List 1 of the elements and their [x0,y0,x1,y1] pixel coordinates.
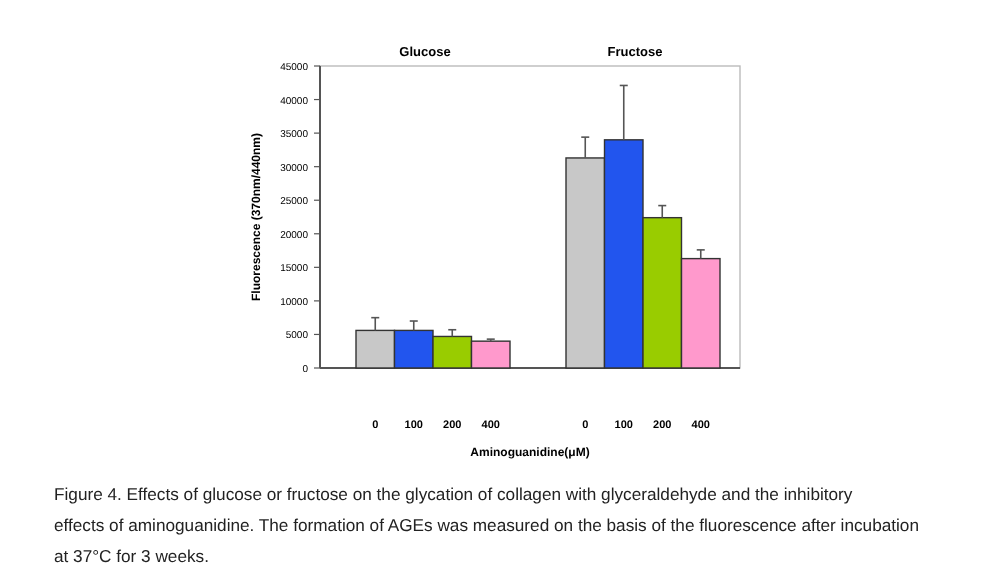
caption: Figure 4. Effects of glucose or fructose on the glycation of collagen with glyceraldehyde and the inhibitory effects of aminoguanidine. The formation of AGEs was measured on the basis of the fluorescence after incubation at 37°C for 3 weeks. [54,484,920,566]
